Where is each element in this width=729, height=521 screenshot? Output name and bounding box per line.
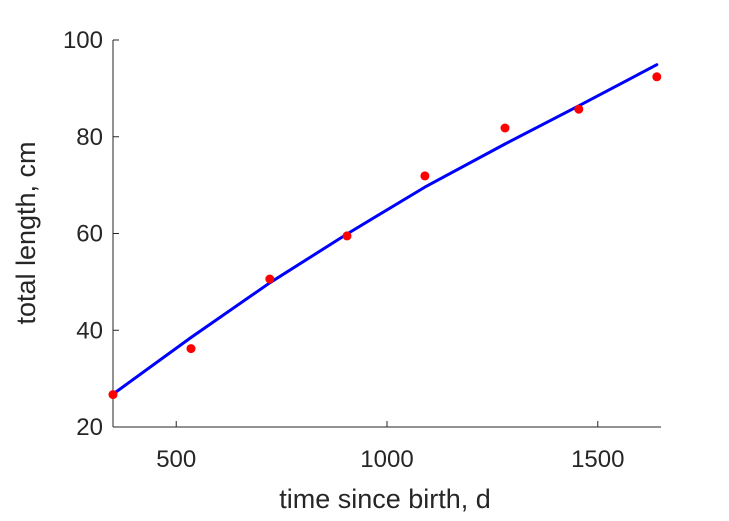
x-axis-title: time since birth, d xyxy=(279,484,491,514)
y-tick-label: 80 xyxy=(76,124,103,151)
data-point xyxy=(500,123,510,133)
data-point xyxy=(574,104,584,114)
x-tick-label: 1500 xyxy=(571,446,624,473)
data-point xyxy=(652,72,662,82)
data-point xyxy=(265,274,275,284)
data-point xyxy=(420,171,430,181)
data-point xyxy=(342,231,352,241)
y-axis-title: total length, cm xyxy=(11,141,41,324)
y-tick-label: 100 xyxy=(63,27,103,54)
y-tick-label: 60 xyxy=(76,221,103,248)
x-tick-label: 1000 xyxy=(360,446,413,473)
plot-area: 20 40 60 80 100 500 1000 1500 xyxy=(63,27,662,473)
data-point xyxy=(186,344,196,354)
x-tick-label: 500 xyxy=(156,446,196,473)
fit-curve xyxy=(111,63,659,396)
data-point xyxy=(108,390,118,400)
y-tick-label: 40 xyxy=(76,317,103,344)
y-tick-label: 20 xyxy=(76,414,103,441)
